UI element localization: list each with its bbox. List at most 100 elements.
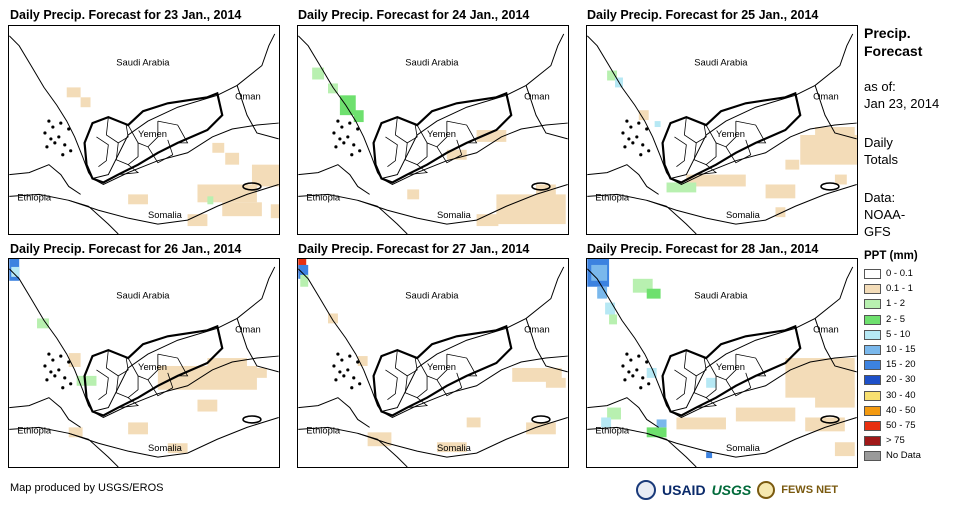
governorate-boundary [404, 375, 428, 399]
governorate-boundary [385, 136, 398, 167]
map-panel-6: Saudi Arabia Oman Yemen Ethiopia Somalia [586, 258, 858, 468]
socotra-island [242, 182, 262, 191]
island [621, 364, 625, 368]
governorate-boundary [404, 142, 428, 166]
credit-text: Map produced by USGS/EROS [10, 482, 164, 494]
panel-title-3: Daily Precip. Forecast for 25 Jan., 2014 [587, 8, 819, 22]
logos: USAID USGS FEWS NET [636, 477, 838, 503]
governorate-boundary [735, 353, 767, 377]
governorate-boundary [436, 139, 463, 164]
socotra-island [531, 415, 551, 424]
map-panel-3: Saudi Arabia Oman Yemen Ethiopia Somalia [586, 25, 858, 235]
precip-cell [609, 314, 618, 325]
country-boundary [814, 318, 857, 373]
legend-label: 20 - 30 [886, 374, 916, 386]
country-boundary [298, 164, 370, 195]
country-boundary [236, 318, 279, 373]
island [47, 119, 51, 123]
island [49, 137, 53, 141]
yemen-outline [661, 91, 802, 184]
map-label-oman: Oman [524, 90, 550, 101]
precip-cell [353, 110, 364, 123]
country-boundary [381, 355, 568, 419]
island [356, 127, 360, 131]
precip-cell [157, 365, 257, 390]
island [623, 378, 627, 382]
island [637, 354, 641, 358]
yemen-outline [83, 324, 224, 417]
island [63, 376, 67, 380]
precip-cell [800, 134, 857, 165]
governorate-boundary [147, 139, 174, 164]
precip-cell [834, 174, 847, 185]
precip-cell [237, 367, 267, 378]
country-boundary [587, 397, 659, 428]
precip-cell [446, 149, 467, 160]
legend-swatch [864, 314, 881, 325]
governorate-boundary [725, 372, 752, 397]
governorate-boundary [96, 369, 109, 400]
island [57, 368, 61, 372]
legend-label: 5 - 10 [886, 328, 911, 340]
map-svg: Saudi Arabia Oman Yemen Ethiopia Somalia [298, 33, 568, 234]
island [51, 125, 55, 129]
map-svg: Saudi Arabia Oman Yemen Ethiopia Somalia [9, 33, 279, 234]
precip-cell [656, 419, 667, 428]
island [59, 121, 63, 125]
island [342, 141, 346, 145]
panel-title-6: Daily Precip. Forecast for 28 Jan., 2014 [587, 242, 819, 256]
precip-cell [646, 288, 661, 299]
country-boundary [92, 122, 279, 186]
precip-cell [197, 399, 218, 412]
governorate-boundary [96, 136, 109, 167]
map-svg: Saudi Arabia Oman Yemen Ethiopia Somalia [298, 259, 568, 467]
side-noaa: NOAA- [864, 207, 906, 222]
country-boundary [525, 318, 568, 373]
country-boundary [68, 199, 119, 234]
precip-cell [476, 130, 507, 142]
governorate-boundary [674, 136, 687, 167]
precip-cell [328, 313, 338, 324]
island [625, 119, 629, 123]
legend-swatch [864, 329, 881, 340]
precip-cell [605, 302, 616, 315]
fews-net-logo: FEWS NET [781, 484, 839, 496]
island [336, 119, 340, 123]
island [43, 131, 47, 135]
precip-cell [686, 174, 746, 187]
island [47, 352, 51, 356]
yemen-outline [661, 324, 802, 417]
legend-label: 40 - 50 [886, 404, 916, 416]
legend-swatch [864, 345, 881, 355]
island [631, 374, 635, 378]
precip-cell [66, 87, 81, 98]
country-boundary [236, 85, 279, 140]
side-title-forecast: Forecast [864, 43, 923, 59]
island [629, 125, 633, 129]
precip-cell [607, 70, 618, 81]
country-boundary [381, 122, 568, 186]
island [334, 145, 338, 149]
island [338, 370, 342, 374]
map-panel-2: Saudi Arabia Oman Yemen Ethiopia Somalia [297, 25, 569, 235]
precip-cell [225, 152, 240, 165]
island [647, 382, 651, 386]
precip-cell [167, 443, 188, 454]
map-label-saudi: Saudi Arabia [116, 290, 170, 301]
precip-cell [765, 184, 796, 199]
legend-swatch [864, 421, 881, 431]
legend-swatch [864, 269, 881, 279]
island [356, 360, 360, 364]
island [336, 352, 340, 356]
usaid-logo: USAID [662, 482, 706, 498]
map-label-somalia: Somalia [437, 209, 472, 220]
precip-cell [251, 164, 279, 187]
governorate-boundary [157, 120, 189, 144]
map-label-oman: Oman [235, 90, 261, 101]
island [645, 127, 649, 131]
map-svg: Saudi Arabia Oman Yemen Ethiopia Somalia [9, 259, 279, 467]
governorate-boundary [735, 120, 767, 144]
island [348, 354, 352, 358]
side-gfs: GFS [864, 224, 891, 239]
legend-swatch [864, 284, 881, 295]
